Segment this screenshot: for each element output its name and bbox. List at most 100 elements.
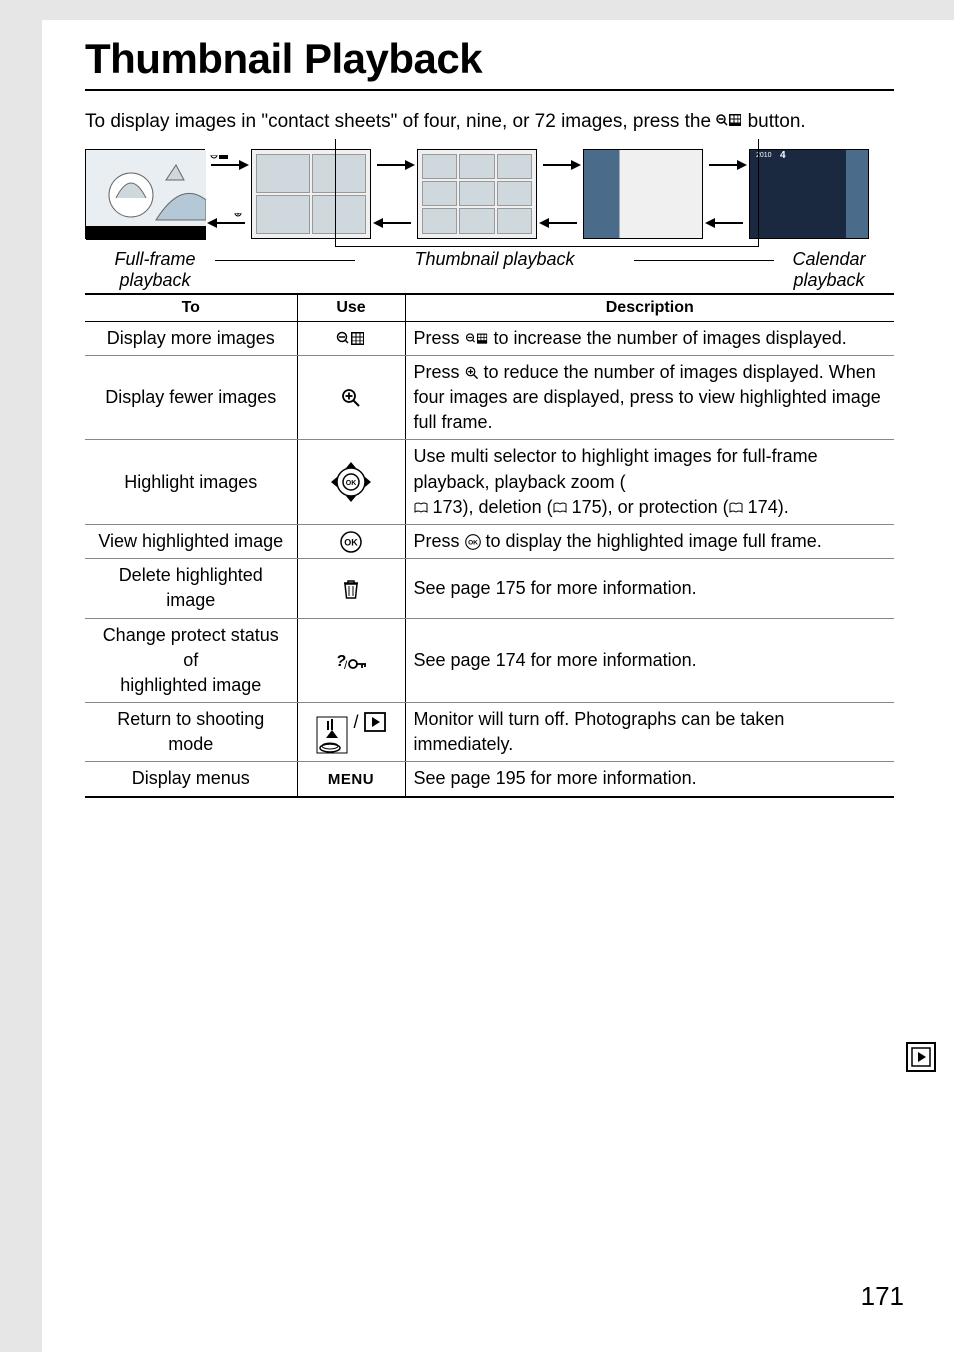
title-rule bbox=[85, 89, 894, 91]
calendar-thumb: 2010 4 bbox=[749, 149, 869, 239]
thumbnail-playback-label: Thumbnail playback bbox=[225, 249, 764, 270]
cal-year: 2010 bbox=[756, 152, 772, 159]
page-ref-icon bbox=[414, 502, 428, 514]
desc-text: Press bbox=[414, 362, 465, 382]
page-ref-icon bbox=[553, 502, 567, 514]
section-play-icon bbox=[906, 1042, 936, 1072]
table-row: Display fewer images Press to reduce the… bbox=[85, 355, 894, 440]
full-frame-label-l2: playback bbox=[85, 270, 225, 291]
to-l2: highlighted image bbox=[93, 673, 289, 698]
to-l1: Return to shooting bbox=[93, 707, 289, 732]
to-cell: Display menus bbox=[85, 762, 297, 797]
col-desc: Description bbox=[405, 294, 894, 322]
to-l2: mode bbox=[93, 732, 289, 757]
use-cell: OK bbox=[297, 524, 405, 558]
use-cell: / bbox=[297, 703, 405, 762]
table-row: Return to shooting mode / Monitor will t… bbox=[85, 703, 894, 762]
use-cell: MENU bbox=[297, 762, 405, 797]
col-use: Use bbox=[297, 294, 405, 322]
ok-button-icon: OK bbox=[340, 531, 362, 553]
desc-text: 174). bbox=[743, 497, 789, 517]
arrow-right-icon bbox=[373, 155, 415, 175]
operations-table: To Use Description Display more images P… bbox=[85, 293, 894, 798]
to-l1: Delete highlighted bbox=[93, 563, 289, 588]
left-margin-strip bbox=[0, 0, 42, 1352]
desc-text: Use multi selector to highlight images f… bbox=[414, 446, 818, 491]
to-cell: Display fewer images bbox=[85, 355, 297, 440]
full-frame-label-l1: Full-frame bbox=[85, 249, 225, 270]
desc-text: Press bbox=[414, 328, 465, 348]
page: Thumbnail Playback To display images in … bbox=[0, 0, 954, 1352]
four-grid-thumb bbox=[251, 149, 371, 239]
intro-prefix: To display images in "contact sheets" of… bbox=[85, 111, 716, 132]
arrows-1 bbox=[205, 149, 251, 239]
to-l2: image bbox=[93, 588, 289, 613]
to-l1: Change protect status of bbox=[93, 623, 289, 673]
table-header-row: To Use Description bbox=[85, 294, 894, 322]
table-row: Display more images Press to increase th… bbox=[85, 321, 894, 355]
table-row: Display menus MENU See page 195 for more… bbox=[85, 762, 894, 797]
arrow-left-icon bbox=[705, 213, 747, 233]
svg-text:OK: OK bbox=[346, 480, 357, 487]
table-row: View highlighted image OK Press OK to di… bbox=[85, 524, 894, 558]
arrows-2 bbox=[371, 149, 417, 239]
desc-cell: Press to increase the number of images d… bbox=[405, 321, 894, 355]
intro-suffix: button. bbox=[748, 111, 806, 132]
seventytwo-grid-thumb bbox=[583, 149, 703, 239]
calendar-label-l2: playback bbox=[764, 270, 894, 291]
col-to: To bbox=[85, 294, 297, 322]
shutter-icon bbox=[316, 716, 348, 754]
desc-cell: See page 195 for more information. bbox=[405, 762, 894, 797]
desc-cell: Press to reduce the number of images dis… bbox=[405, 355, 894, 440]
play-button-icon bbox=[364, 712, 386, 732]
table-row: Delete highlighted image See page 175 fo… bbox=[85, 559, 894, 618]
cal-month: 4 bbox=[780, 150, 786, 161]
arrow-left-icon bbox=[373, 213, 415, 233]
diagram-labels: Full-frame playback Thumbnail playback C… bbox=[85, 249, 894, 291]
page-ref-icon bbox=[729, 502, 743, 514]
table-row: Highlight images OK Use multi selector t… bbox=[85, 440, 894, 525]
to-cell: Highlight images bbox=[85, 440, 297, 525]
use-cell bbox=[297, 355, 405, 440]
to-cell: View highlighted image bbox=[85, 524, 297, 558]
calendar-label: Calendar playback bbox=[764, 249, 894, 291]
arrow-left-icon bbox=[539, 213, 581, 233]
desc-text: to display the highlighted image full fr… bbox=[486, 531, 822, 551]
desc-text: to increase the number of images display… bbox=[494, 328, 847, 348]
arrows-4 bbox=[703, 149, 749, 239]
desc-cell: Use multi selector to highlight images f… bbox=[405, 440, 894, 525]
content: Thumbnail Playback To display images in … bbox=[85, 0, 894, 798]
arrow-right-icon bbox=[539, 155, 581, 175]
to-cell: Return to shooting mode bbox=[85, 703, 297, 762]
zoom-in-icon bbox=[341, 388, 361, 408]
use-cell bbox=[297, 559, 405, 618]
multi-selector-icon: OK bbox=[329, 460, 373, 504]
page-number: 171 bbox=[861, 1281, 904, 1312]
zoom-out-grid-icon bbox=[336, 330, 366, 348]
full-frame-illustration-icon bbox=[86, 150, 206, 240]
arrow-left-icon bbox=[207, 213, 249, 233]
desc-cell: Monitor will turn off. Photographs can b… bbox=[405, 703, 894, 762]
protect-key-icon: ?/ bbox=[334, 651, 368, 671]
desc-cell: See page 175 for more information. bbox=[405, 559, 894, 618]
menu-text-icon: MENU bbox=[328, 771, 374, 788]
svg-text:/: / bbox=[344, 658, 348, 671]
use-cell: OK bbox=[297, 440, 405, 525]
arrow-right-icon bbox=[207, 155, 249, 175]
desc-text: 173), deletion ( bbox=[428, 497, 553, 517]
desc-text: Press bbox=[414, 531, 465, 551]
desc-text: 175), or protection ( bbox=[567, 497, 729, 517]
desc-text: to reduce the number of images displayed… bbox=[414, 362, 881, 432]
full-frame-label: Full-frame playback bbox=[85, 249, 225, 291]
desc-cell: Press OK to display the highlighted imag… bbox=[405, 524, 894, 558]
playback-diagram: 2010 4 bbox=[85, 149, 894, 239]
to-cell: Change protect status of highlighted ima… bbox=[85, 618, 297, 703]
svg-text:OK: OK bbox=[468, 539, 478, 546]
to-cell: Delete highlighted image bbox=[85, 559, 297, 618]
nine-grid-thumb bbox=[417, 149, 537, 239]
desc-cell: See page 174 for more information. bbox=[405, 618, 894, 703]
intro-text: To display images in "contact sheets" of… bbox=[85, 109, 894, 135]
use-cell bbox=[297, 321, 405, 355]
trash-icon bbox=[342, 578, 360, 600]
full-frame-thumb bbox=[85, 149, 205, 239]
